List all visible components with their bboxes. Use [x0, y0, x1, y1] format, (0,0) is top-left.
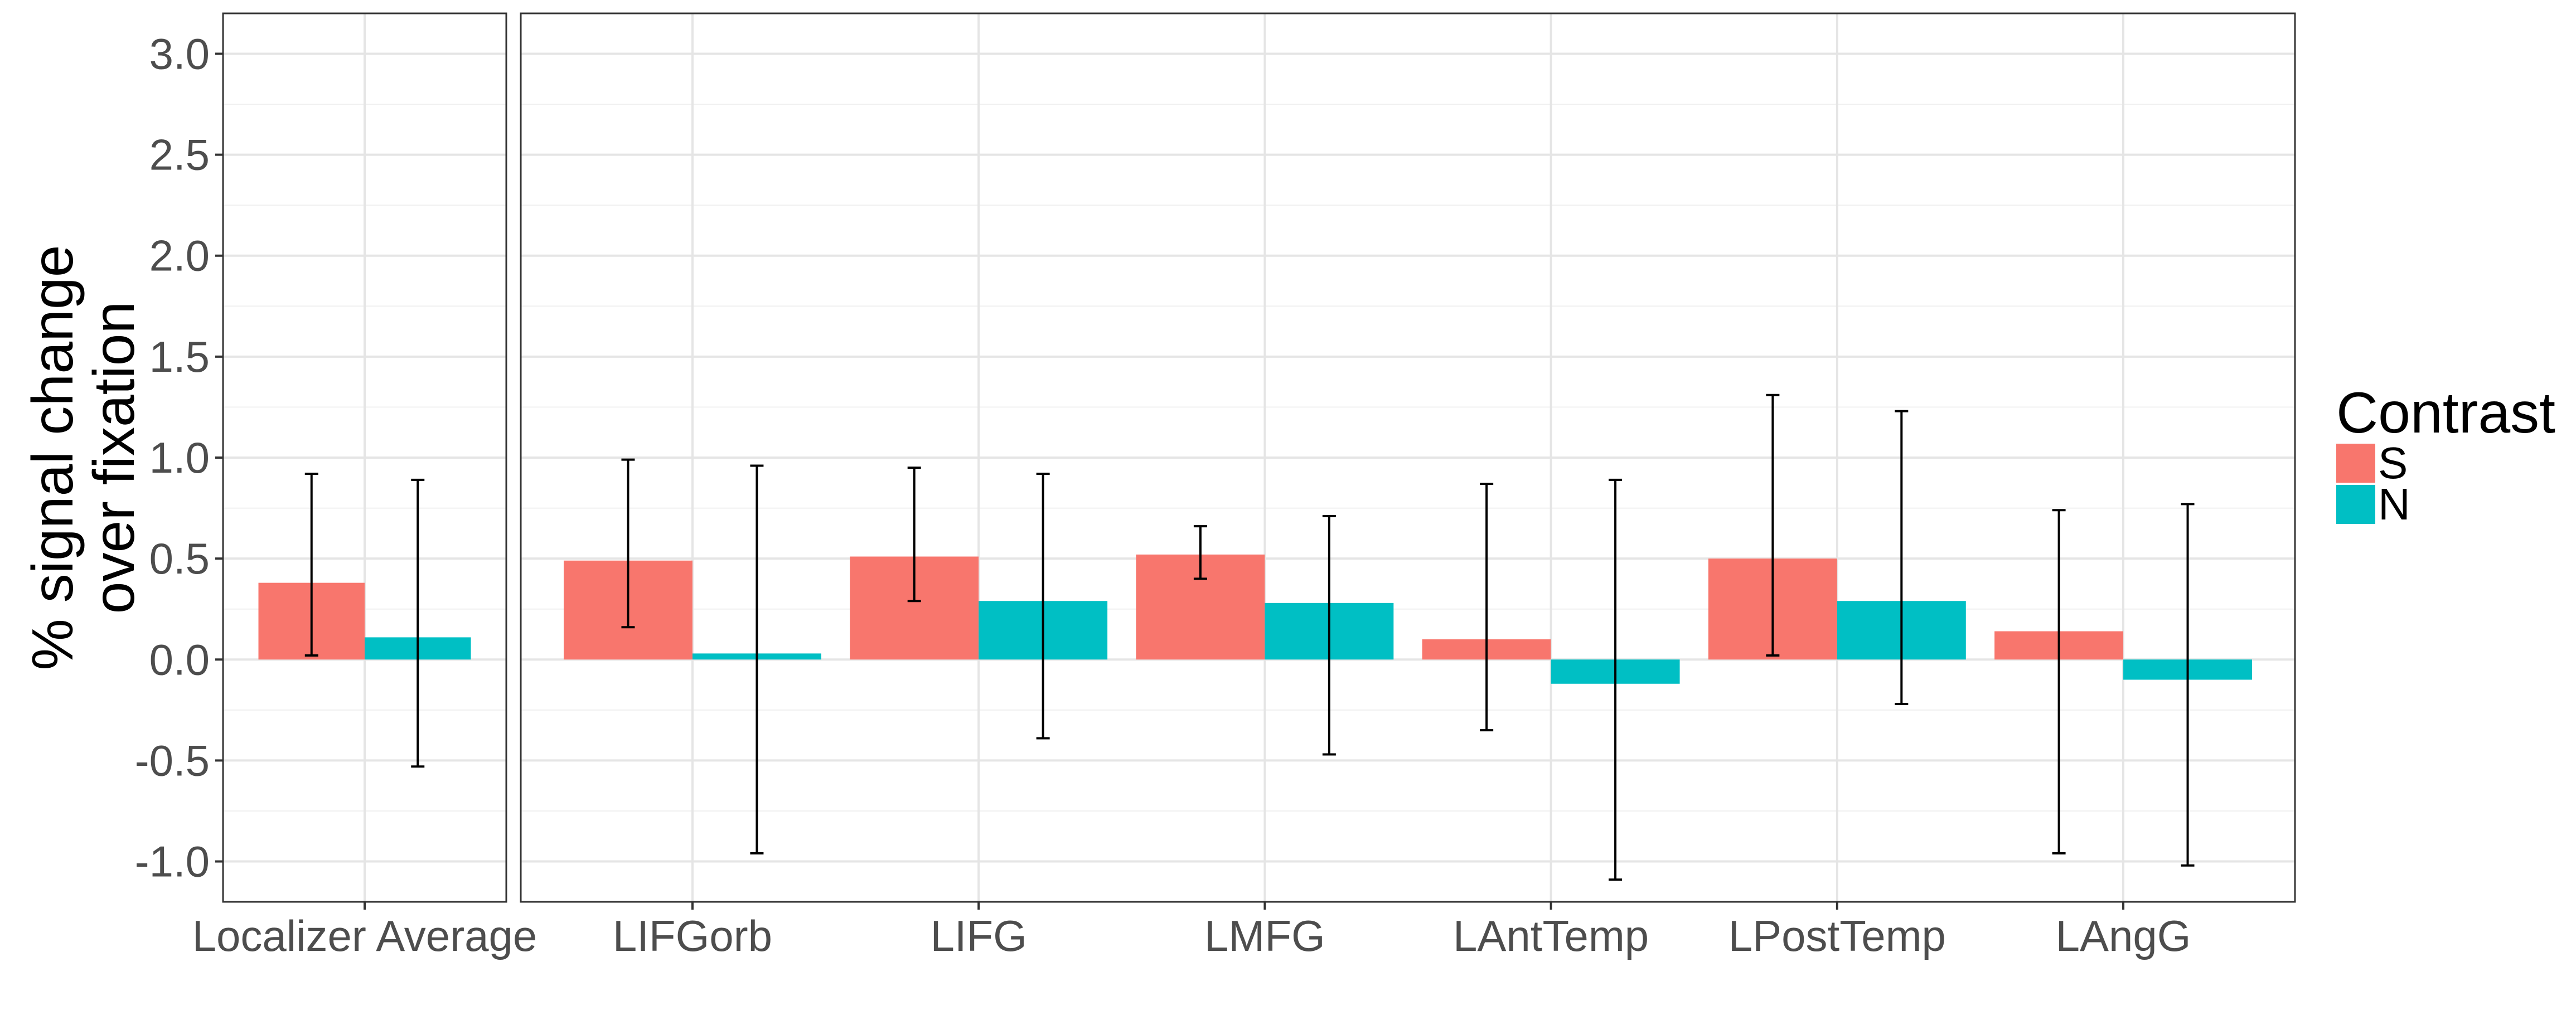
error-bar-n: [1322, 515, 1336, 756]
error-bar-s: [304, 472, 318, 657]
x-tick-label: LMFG: [1204, 911, 1325, 960]
y-tick-label: 0.5: [149, 534, 210, 583]
legend-title: Contrast: [2336, 381, 2555, 445]
panel-border: [520, 12, 2296, 903]
y-tick-label: -1.0: [135, 837, 210, 886]
y-axis-ticks: -1.0 -0.5 0.0 0.5 1.0 1.5 2.0 2.5 3.0: [135, 29, 223, 886]
y-tick-label: -0.5: [135, 736, 210, 785]
error-bar-s: [907, 467, 921, 603]
x-tick-label: LIFGorb: [613, 911, 772, 960]
legend-label: N: [2378, 479, 2410, 529]
error-bar-n: [1895, 410, 1909, 705]
x-tick-label: LAngG: [2056, 911, 2191, 960]
y-tick-label: 2.5: [149, 130, 210, 179]
facet-panel: [520, 12, 2296, 903]
legend-label: S: [2378, 438, 2408, 488]
y-tick-label: 1.0: [149, 433, 210, 482]
error-bar-n: [411, 478, 425, 768]
x-tick-label: LAntTemp: [1453, 911, 1649, 960]
legend-key-s: [2336, 444, 2375, 483]
error-bar-s: [2052, 509, 2066, 855]
x-tick-label: Localizer Average: [192, 911, 538, 960]
error-bar-s: [1766, 394, 1780, 657]
facet-panels: [222, 12, 2296, 903]
error-bar-n: [750, 464, 764, 855]
x-tick-label: LPostTemp: [1728, 911, 1946, 960]
legend-key-n: [2336, 485, 2375, 524]
error-bar-s: [1480, 483, 1494, 732]
error-bar-n: [2181, 503, 2195, 867]
y-axis-label: % signal changeover fixation: [21, 245, 147, 670]
y-tick-label: 2.0: [149, 231, 210, 280]
x-tick-label: LIFG: [930, 911, 1026, 960]
error-bar-n: [1036, 472, 1050, 740]
error-bar-n: [1609, 478, 1623, 881]
y-axis-title: % signal changeover fixation: [21, 245, 147, 670]
error-bar-s: [621, 458, 635, 629]
y-tick-label: 1.5: [149, 332, 210, 381]
y-tick-label: 3.0: [149, 29, 210, 78]
y-axis-label-line: % signal change: [21, 245, 85, 670]
error-bar-s: [1193, 525, 1207, 580]
y-axis-label-line: over fixation: [82, 302, 147, 614]
x-axis-ticks: Localizer Average LIFGorb LIFG LMFG LAntTemp…: [192, 902, 2191, 960]
y-tick-label: 0.0: [149, 635, 210, 684]
